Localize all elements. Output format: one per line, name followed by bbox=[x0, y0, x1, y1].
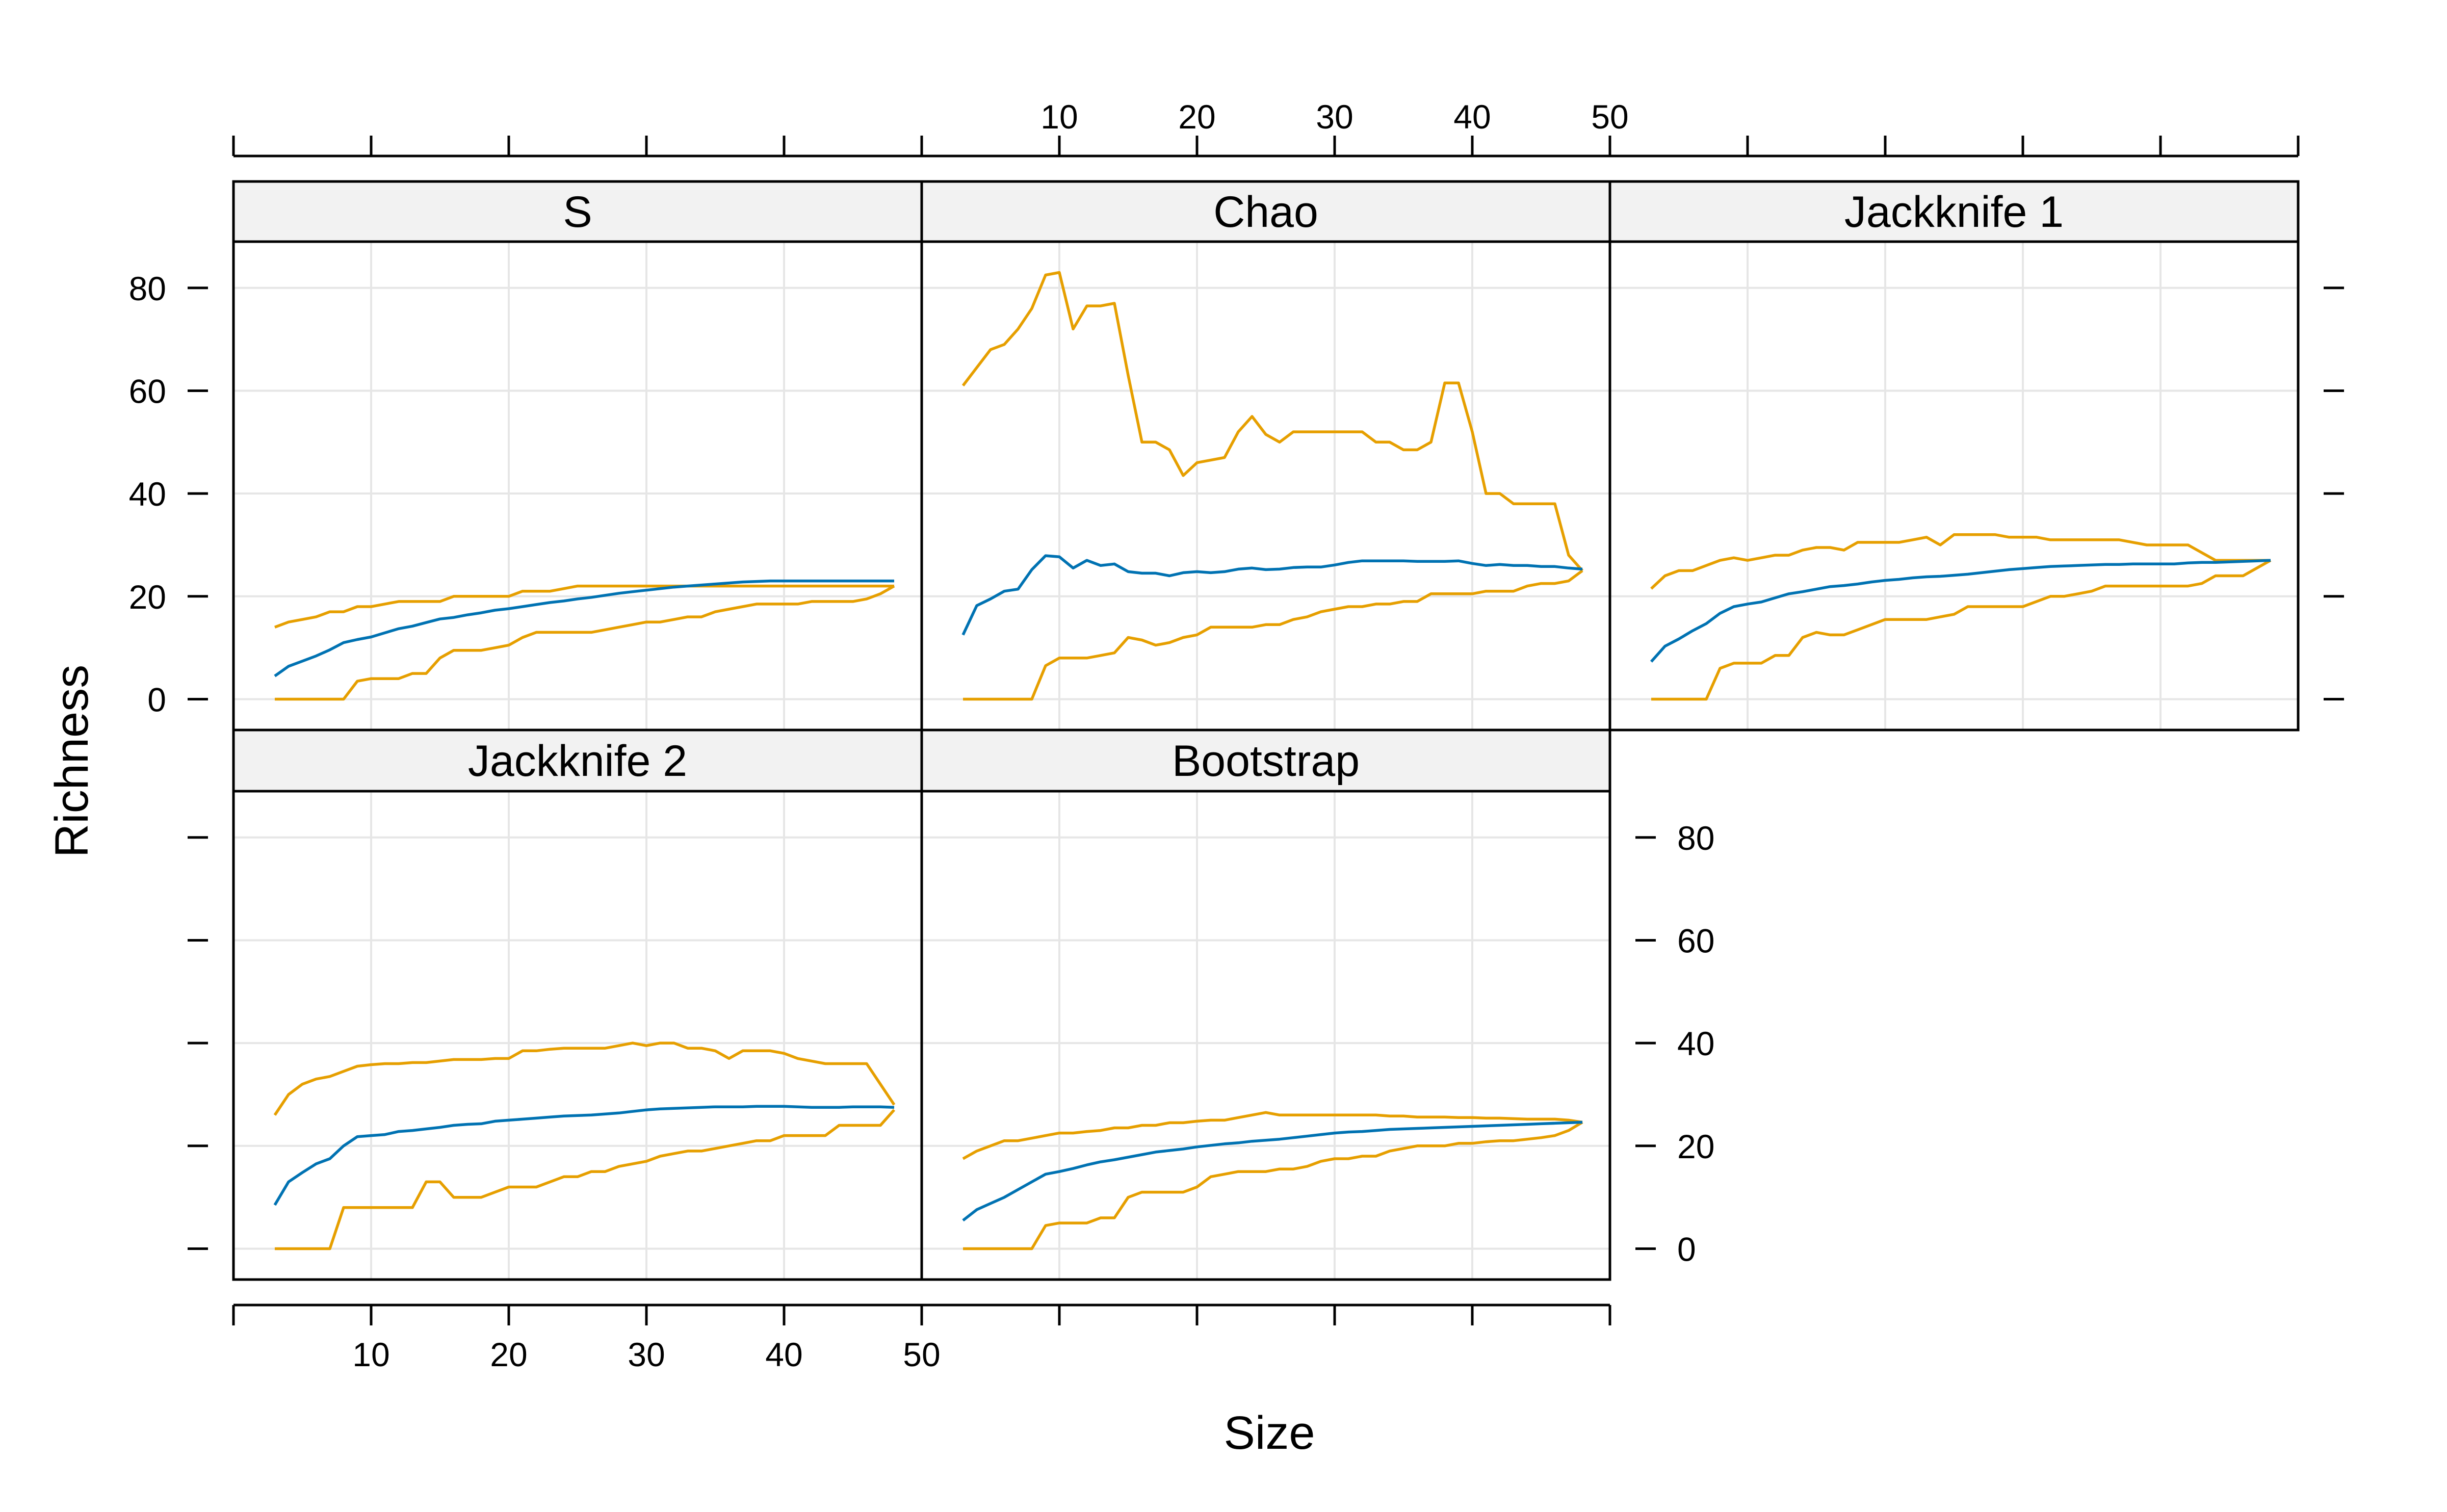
panel-title-chao: Chao bbox=[1213, 188, 1318, 237]
series-upper-chao bbox=[961, 271, 1584, 572]
x-tick-label: 40 bbox=[765, 1336, 802, 1373]
panel-title-jackknife-2: Jackknife 2 bbox=[468, 737, 687, 786]
y-tick-label: 80 bbox=[129, 270, 166, 307]
x-tick-label: 50 bbox=[903, 1336, 940, 1373]
panel-frame-bootstrap bbox=[920, 790, 1611, 1281]
panel-title-jackknife-1: Jackknife 1 bbox=[1844, 188, 2064, 237]
series-estimate-bootstrap bbox=[962, 1120, 1583, 1222]
panel-title-bootstrap: Bootstrap bbox=[1172, 737, 1360, 786]
grid-layer bbox=[233, 242, 2298, 1280]
strip-chao bbox=[920, 180, 1611, 243]
x-tick-label: 10 bbox=[1040, 98, 1078, 136]
x-tick-label: 30 bbox=[628, 1336, 665, 1373]
axes-layer: 10 20 30 40 50 10 20 30 40 50 0 20 40 60 80 0 20 40 60 80 bbox=[129, 98, 2344, 1373]
panel-title-s: S bbox=[563, 188, 592, 237]
strips-layer: S Chao Jackknife 1 Jackknife 2 Bootstrap bbox=[232, 180, 2300, 793]
panel-frame-jackknife-1 bbox=[1608, 240, 2300, 732]
series-lower-s bbox=[275, 585, 895, 701]
y-tick-label: 0 bbox=[147, 681, 166, 718]
y-tick-label: 60 bbox=[129, 372, 166, 410]
x-tick-label: 40 bbox=[1453, 98, 1491, 136]
y-tick-label: 20 bbox=[129, 578, 166, 616]
series-estimate-jackknife-1 bbox=[1650, 559, 2271, 663]
y-tick-label: 20 bbox=[1677, 1128, 1714, 1165]
y-tick-label: 60 bbox=[1677, 922, 1714, 959]
strip-jackknife-2 bbox=[232, 728, 923, 793]
strip-bootstrap bbox=[920, 728, 1611, 793]
x-tick-label: 20 bbox=[1178, 98, 1215, 136]
series-lower-jackknife-1 bbox=[1651, 559, 2272, 701]
x-tick-label: 30 bbox=[1316, 98, 1353, 136]
panel-frame-chao bbox=[920, 240, 1611, 732]
series-estimate-chao bbox=[961, 554, 1583, 636]
y-tick-label: 80 bbox=[1677, 819, 1714, 857]
series-lower-jackknife-2 bbox=[275, 1109, 896, 1250]
x-tick-label: 20 bbox=[490, 1336, 527, 1373]
y-axis-title: Richness bbox=[46, 665, 98, 857]
y-tick-label: 40 bbox=[129, 475, 166, 513]
series-upper-bootstrap bbox=[962, 1111, 1583, 1160]
series-upper-jackknife-1 bbox=[1650, 533, 2271, 590]
x-axis-title: Size bbox=[1224, 1407, 1315, 1459]
series-upper-s bbox=[274, 584, 894, 629]
x-tick-label: 50 bbox=[1591, 98, 1628, 136]
y-tick-label: 40 bbox=[1677, 1025, 1714, 1062]
series-estimate-s bbox=[274, 579, 894, 677]
y-tick-label: 0 bbox=[1677, 1230, 1696, 1268]
series-upper-jackknife-2 bbox=[273, 1041, 896, 1116]
x-tick-label: 10 bbox=[352, 1336, 389, 1373]
series-estimate-jackknife-2 bbox=[273, 1105, 895, 1206]
panel-frame-s bbox=[232, 240, 923, 732]
series-layer bbox=[273, 271, 2272, 1250]
series-lower-chao bbox=[963, 569, 1583, 701]
panel-frame-jackknife-2 bbox=[232, 790, 923, 1281]
strip-jackknife-1 bbox=[1608, 180, 2300, 243]
series-lower-bootstrap bbox=[963, 1121, 1583, 1250]
